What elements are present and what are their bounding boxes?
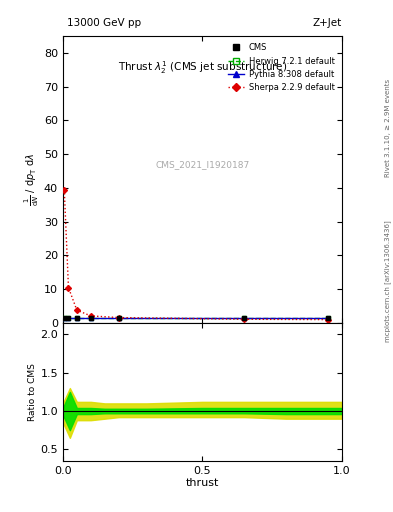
Text: mcplots.cern.ch [arXiv:1306.3436]: mcplots.cern.ch [arXiv:1306.3436] — [384, 221, 391, 343]
Text: Rivet 3.1.10, ≥ 2.9M events: Rivet 3.1.10, ≥ 2.9M events — [385, 79, 391, 177]
Text: Thrust $\lambda_2^1$ (CMS jet substructure): Thrust $\lambda_2^1$ (CMS jet substructu… — [118, 59, 287, 76]
Text: 13000 GeV pp: 13000 GeV pp — [67, 18, 141, 28]
Text: Z+Jet: Z+Jet — [313, 18, 342, 28]
Text: CMS_2021_I1920187: CMS_2021_I1920187 — [155, 161, 250, 169]
Legend: CMS, Herwig 7.2.1 default, Pythia 8.308 default, Sherpa 2.2.9 default: CMS, Herwig 7.2.1 default, Pythia 8.308 … — [224, 40, 338, 95]
Y-axis label: Ratio to CMS: Ratio to CMS — [28, 363, 37, 421]
Y-axis label: $\frac{1}{\mathrm{d}N}$ / $\mathrm{d}p_\mathrm{T}$ $\mathrm{d}\lambda$: $\frac{1}{\mathrm{d}N}$ / $\mathrm{d}p_\… — [23, 153, 41, 206]
X-axis label: thrust: thrust — [186, 478, 219, 488]
